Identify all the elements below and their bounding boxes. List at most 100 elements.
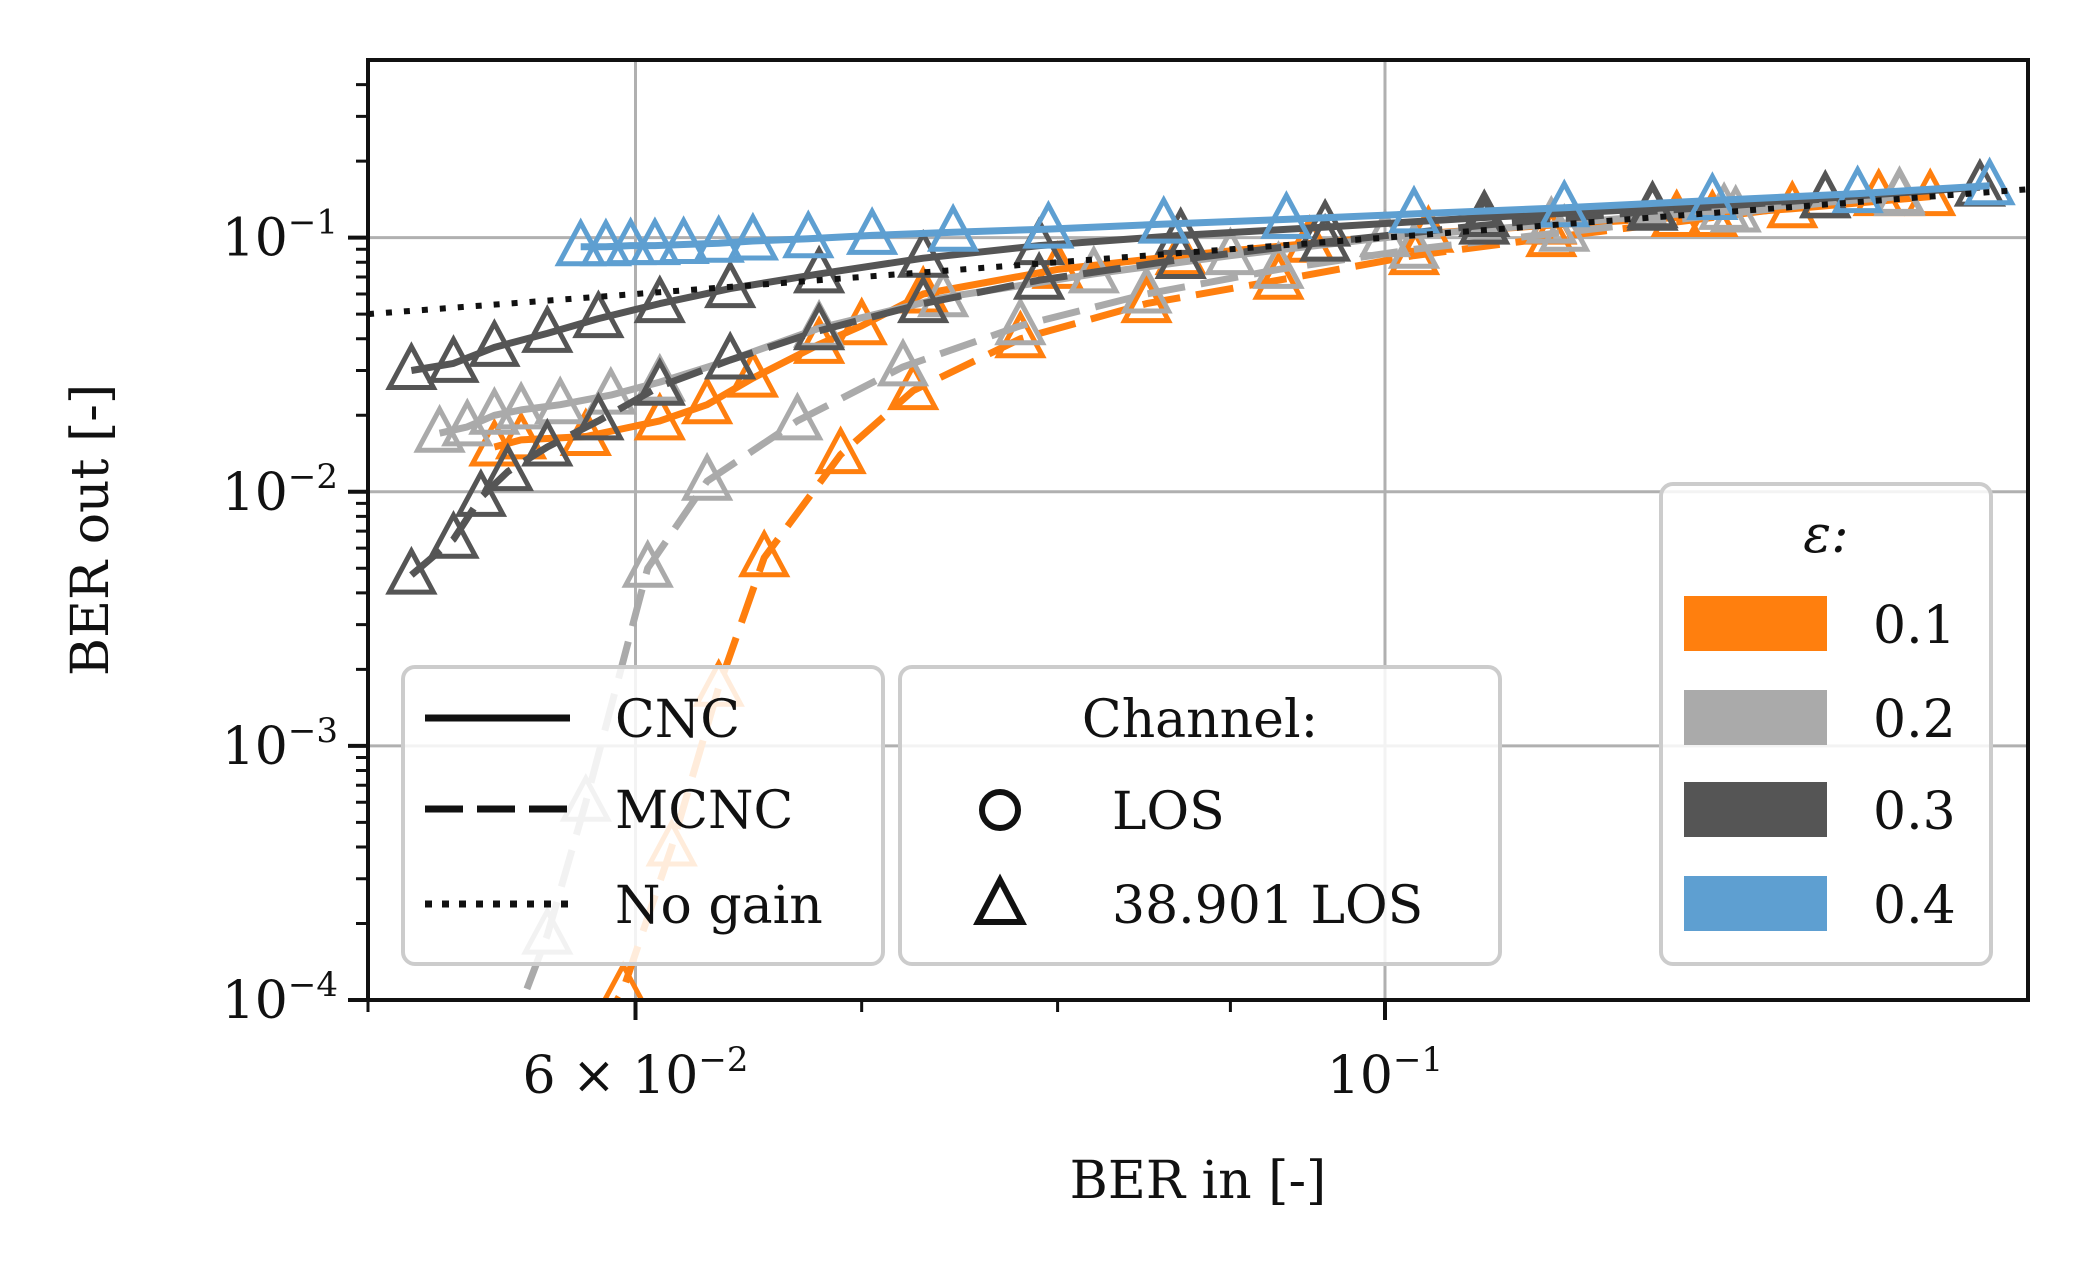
data-point-triangle [782, 209, 835, 259]
data-point-triangle [633, 391, 686, 441]
data-point-triangle [792, 315, 846, 364]
data-point-triangle [876, 337, 930, 387]
legend-eps-0.1-swatch [1684, 596, 1827, 651]
data-point-triangle [1137, 194, 1190, 244]
y-tick-label: 10−1 [222, 203, 338, 269]
data-point-triangle [792, 301, 846, 351]
data-point-triangle [554, 217, 607, 267]
data-point-triangle [481, 442, 534, 492]
y-axis-label: BER out [-] [61, 384, 121, 676]
data-point-triangle [633, 357, 686, 406]
data-point-triangle [1120, 274, 1173, 324]
legend-channel: Channel: LOS 38.901 LOS [898, 665, 1502, 966]
series-line [580, 182, 1990, 251]
data-point-triangle [633, 274, 686, 324]
legend-epsilon: ε: 0.1 0.2 0.3 0.4 [1659, 482, 1993, 966]
data-point-triangle [601, 960, 645, 1000]
legend-eps-0.4-label: 0.4 [1873, 876, 1956, 936]
legend-scheme: CNC MCNC No gain [401, 665, 885, 966]
data-point-triangle [926, 202, 980, 252]
data-point-triangle [845, 206, 899, 255]
data-point-triangle [572, 391, 625, 441]
data-point-triangle [385, 341, 438, 390]
data-point-triangle [1260, 190, 1313, 239]
no-gain-line [368, 186, 2028, 318]
data-point-triangle [1686, 171, 1739, 220]
y-tick-label: 10−2 [222, 457, 338, 523]
legend-eps-0.4-swatch [1684, 876, 1827, 931]
legend-channel-title: Channel: [1082, 690, 1318, 750]
data-point-triangle [792, 244, 846, 294]
y-tick-label: 10−3 [222, 711, 338, 777]
data-point-triangle [1387, 184, 1441, 234]
legend-38901-label: 38.901 LOS [1112, 876, 1423, 936]
data-point-triangle [572, 289, 625, 339]
data-point-triangle [1387, 220, 1441, 269]
data-point-triangle [680, 451, 734, 501]
data-point-triangle [621, 538, 674, 588]
data-point-triangle [814, 425, 867, 475]
legend-scheme-box [401, 665, 885, 966]
data-point-triangle [628, 216, 682, 266]
y-tick-label: 10−4 [222, 965, 338, 1031]
series-eps-0.3-mcnc [385, 169, 1852, 595]
data-point-triangle [454, 468, 508, 517]
data-point-triangle [1252, 250, 1305, 300]
data-point-triangle [1709, 183, 1762, 233]
legend-eps-0.2-label: 0.2 [1873, 690, 1956, 750]
data-point-triangle [534, 375, 587, 425]
data-point-triangle [427, 510, 480, 559]
series-line [410, 183, 1981, 374]
legend-epsilon-title: ε: [1803, 505, 1848, 565]
data-point-triangle [494, 380, 548, 430]
data-point-triangle [1252, 240, 1305, 289]
legend-cnc-label: CNC [615, 690, 740, 750]
legend-38901-marker [973, 873, 1027, 925]
data-point-triangle [1298, 212, 1352, 262]
data-point-triangle [427, 334, 480, 383]
legend-los-marker [979, 789, 1021, 831]
data-point-triangle [680, 375, 734, 425]
data-point-triangle [704, 330, 757, 380]
x-tick-label: 10−1 [1327, 1040, 1443, 1106]
data-point-triangle [521, 304, 574, 353]
legend-eps-0.1-label: 0.1 [1873, 596, 1956, 656]
series-line [409, 195, 1826, 578]
data-point-triangle [1012, 250, 1066, 300]
data-point-triangle [1831, 164, 1884, 214]
legend-mcnc-label: MCNC [615, 781, 793, 841]
legend-eps-0.2-swatch [1684, 690, 1827, 745]
legend-nogain-label: No gain [615, 876, 823, 936]
x-axis-label: BER in [-] [1070, 1151, 1327, 1211]
legend-eps-0.3-label: 0.3 [1873, 782, 1956, 842]
data-point-triangle [1963, 156, 2016, 206]
data-point-triangle [771, 391, 824, 441]
data-point-triangle [1538, 178, 1591, 228]
data-point-triangle [494, 410, 548, 460]
legend-los-label: LOS [1112, 782, 1225, 842]
x-tick-label: 6 × 10−2 [522, 1040, 748, 1106]
data-point-triangle [692, 214, 745, 263]
tick-marks [348, 83, 1387, 1020]
data-point-triangle [385, 545, 438, 595]
data-point-triangle [738, 528, 791, 578]
legend-eps-0.3-swatch [1684, 782, 1827, 837]
data-point-triangle [657, 215, 710, 264]
legend-channel-box [898, 665, 1502, 966]
data-point-triangle [521, 417, 574, 467]
series-eps-0.4-cnc [554, 156, 2016, 267]
data-point-triangle [726, 211, 780, 261]
data-point-triangle [1538, 202, 1591, 252]
data-point-triangle [887, 361, 940, 411]
data-point-triangle [897, 274, 950, 324]
data-point-triangle [1626, 181, 1679, 231]
data-point-triangle [994, 309, 1047, 359]
data-point-triangle [1022, 199, 1075, 249]
data-point-triangle [1120, 264, 1173, 314]
series-layer [368, 156, 2028, 1000]
data-point-triangle [1154, 230, 1207, 279]
data-point-triangle [584, 365, 637, 415]
data-point-triangle [704, 259, 757, 309]
data-point-triangle [1458, 195, 1511, 245]
